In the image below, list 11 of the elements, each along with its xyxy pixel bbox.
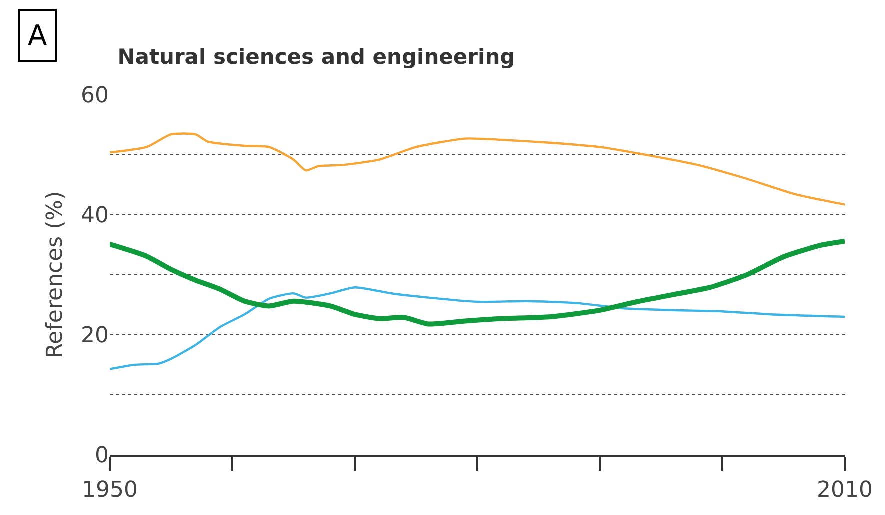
x-tick-label: 2010: [817, 478, 873, 504]
y-tick-label: 40: [81, 204, 109, 229]
chart-title: Natural sciences and engineering: [118, 45, 516, 69]
y-axis-title: References (%): [42, 191, 68, 359]
text: A: [28, 19, 48, 52]
line-series: [110, 286, 845, 370]
line-series: [110, 132, 845, 206]
y-tick-label: 20: [81, 324, 109, 349]
y-tick-label: 0: [95, 444, 109, 469]
x-tick-label: 1950: [82, 478, 138, 504]
y-tick-label: 60: [81, 84, 109, 109]
